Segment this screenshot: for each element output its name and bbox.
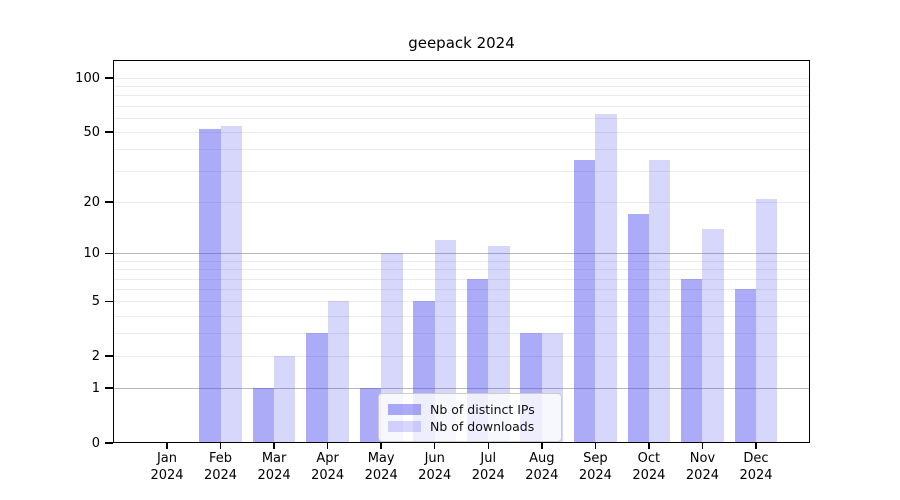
- gridline-minor: [113, 95, 810, 97]
- y-tick-mark: [105, 387, 113, 389]
- x-tick-label: Mar 2024: [257, 451, 291, 483]
- x-tick-label: Feb 2024: [203, 451, 238, 483]
- bar-distinct-ips: [573, 159, 596, 443]
- bar-downloads: [220, 126, 242, 443]
- y-tick-label: 50: [83, 124, 100, 140]
- x-tick-label: Jul 2024: [471, 451, 505, 483]
- gridline-minor: [113, 78, 810, 79]
- x-tick-mark: [541, 443, 543, 449]
- x-tick-label: Sep 2024: [578, 451, 612, 483]
- x-tick-mark: [166, 443, 168, 449]
- legend-swatch-downloads: [388, 420, 421, 432]
- legend-swatch-distinct-ips: [388, 403, 421, 415]
- x-tick-mark: [273, 443, 275, 449]
- bar-distinct-ips: [627, 214, 649, 443]
- y-tick-mark: [105, 300, 113, 303]
- y-tick-label: 20: [83, 194, 100, 210]
- bar-distinct-ips: [306, 333, 328, 443]
- bar-downloads: [327, 301, 350, 443]
- x-tick-label: Dec 2024: [739, 451, 773, 483]
- y-tick-mark: [105, 355, 113, 357]
- bar-downloads: [756, 198, 778, 443]
- x-tick-label: Oct 2024: [632, 451, 666, 483]
- bar-distinct-ips: [681, 278, 703, 443]
- y-tick-mark: [105, 442, 113, 444]
- x-tick-mark: [594, 443, 597, 449]
- x-tick-mark: [487, 443, 490, 449]
- bar-downloads: [595, 114, 617, 443]
- bar-distinct-ips: [199, 128, 221, 443]
- x-tick-label: Nov 2024: [685, 451, 719, 483]
- legend-label: Nb of distinct IPs: [430, 401, 535, 417]
- bar-distinct-ips: [734, 289, 756, 443]
- bar-downloads: [702, 228, 724, 443]
- gridline-minor: [113, 105, 810, 107]
- bar-distinct-ips: [252, 388, 275, 443]
- x-tick-mark: [755, 443, 757, 449]
- x-tick-mark: [380, 443, 382, 449]
- legend-label: Nb of downloads: [430, 418, 535, 434]
- x-tick-mark: [219, 443, 222, 449]
- bar-downloads: [434, 240, 457, 443]
- y-tick-label: 100: [75, 70, 100, 86]
- x-tick-label: Apr 2024: [311, 451, 345, 483]
- x-tick-label: Jun 2024: [418, 451, 452, 483]
- y-tick-mark: [105, 252, 113, 255]
- legend: Nb of distinct IPs Nb of downloads: [378, 393, 562, 442]
- y-tick-mark: [105, 131, 113, 133]
- x-tick-label: May 2024: [364, 451, 398, 483]
- y-tick-label: 10: [83, 245, 100, 261]
- gridline-minor: [113, 86, 810, 88]
- legend-item: Nb of distinct IPs: [388, 401, 551, 417]
- y-tick-label: 0: [91, 435, 100, 451]
- x-tick-label: Jan 2024: [150, 451, 184, 483]
- x-tick-mark: [326, 443, 329, 449]
- y-tick-label: 2: [91, 348, 100, 364]
- y-tick-label: 1: [91, 380, 100, 396]
- bar-downloads: [274, 356, 296, 443]
- bar-downloads: [648, 159, 671, 443]
- x-tick-mark: [648, 443, 650, 449]
- legend-item: Nb of downloads: [388, 418, 551, 434]
- x-tick-label: Aug 2024: [525, 451, 559, 483]
- plot-area: [113, 60, 810, 443]
- y-tick-mark: [105, 201, 113, 203]
- y-tick-mark: [105, 77, 113, 79]
- chart-title: geepack 2024: [408, 34, 515, 52]
- x-tick-mark: [701, 443, 704, 449]
- gridline-minor: [113, 117, 810, 119]
- bar-distinct-ips: [359, 388, 382, 443]
- y-tick-label: 5: [91, 293, 100, 309]
- x-tick-mark: [433, 443, 436, 449]
